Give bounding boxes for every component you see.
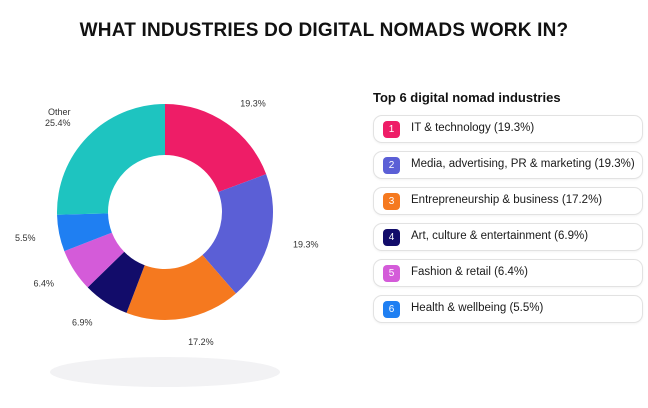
legend-number-badge: 2: [383, 157, 400, 174]
donut-slice: [57, 213, 112, 252]
legend-item: 1 IT & technology (19.3%): [373, 115, 643, 143]
donut-slice: [165, 104, 267, 193]
chart-title: WHAT INDUSTRIES DO DIGITAL NOMADS WORK I…: [79, 20, 569, 41]
legend-number-badge: 5: [383, 265, 400, 282]
legend-item-label: Art, culture & entertainment (6.9%): [411, 230, 589, 242]
slice-label: 6.9%: [72, 317, 93, 327]
legend-number-badge: 6: [383, 301, 400, 318]
slice-label: Other 25.4%: [45, 107, 71, 128]
donut-slice: [202, 174, 273, 294]
slice-label: 19.3%: [240, 99, 266, 109]
legend-number-badge: 1: [383, 121, 400, 138]
legend-item-label: Fashion & retail (6.4%): [411, 266, 528, 278]
legend-item-label: Entrepreneurship & business (17.2%): [411, 194, 603, 206]
legend-number-badge: 3: [383, 193, 400, 210]
donut-slice: [87, 251, 145, 313]
legend: 1 IT & technology (19.3%) 2 Media, adver…: [373, 115, 643, 331]
legend-item-label: Media, advertising, PR & marketing (19.3…: [411, 158, 635, 170]
slice-label: 17.2%: [188, 337, 214, 347]
legend-number-badge: 4: [383, 229, 400, 246]
legend-item: 3 Entrepreneurship & business (17.2%): [373, 187, 643, 215]
legend-item-label: IT & technology (19.3%): [411, 122, 535, 134]
donut-slice: [64, 232, 125, 288]
legend-item: 2 Media, advertising, PR & marketing (19…: [373, 151, 643, 179]
slice-label: 5.5%: [15, 233, 36, 243]
legend-item-label: Health & wellbeing (5.5%): [411, 302, 544, 314]
legend-item: 5 Fashion & retail (6.4%): [373, 259, 643, 287]
legend-item: 6 Health & wellbeing (5.5%): [373, 295, 643, 323]
legend-item: 4 Art, culture & entertainment (6.9%): [373, 223, 643, 251]
slice-label: 19.3%: [293, 239, 319, 249]
legend-title: Top 6 digital nomad industries: [373, 90, 561, 105]
donut-slice: [57, 104, 165, 215]
donut-slice: [126, 254, 236, 320]
chart-shadow: [50, 357, 280, 387]
slice-label: 6.4%: [33, 278, 54, 288]
